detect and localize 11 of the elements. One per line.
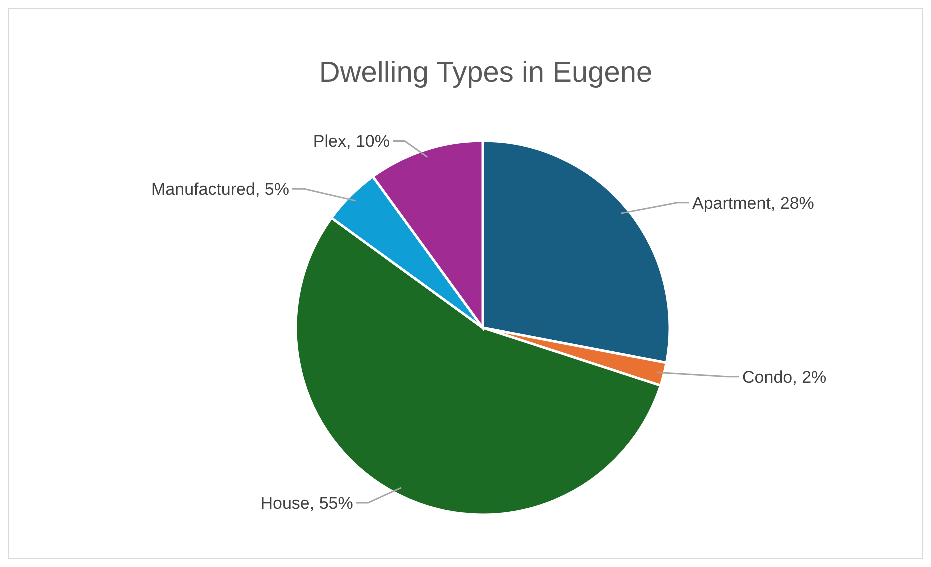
chart-title: Dwelling Types in Eugene: [319, 57, 653, 89]
slice-label: Condo: [742, 368, 793, 387]
data-label: , 55%: [310, 494, 354, 513]
slice-label: Plex: [313, 132, 347, 152]
slice-label: House: [260, 494, 310, 513]
data-label: , 2%: [792, 368, 827, 387]
data-label: , 5%: [255, 180, 290, 200]
slice-label: Apartment: [692, 194, 772, 213]
data-label: , 10%: [346, 132, 390, 152]
slice-label: Manufactured: [152, 180, 256, 200]
data-label: , 28%: [770, 194, 814, 213]
